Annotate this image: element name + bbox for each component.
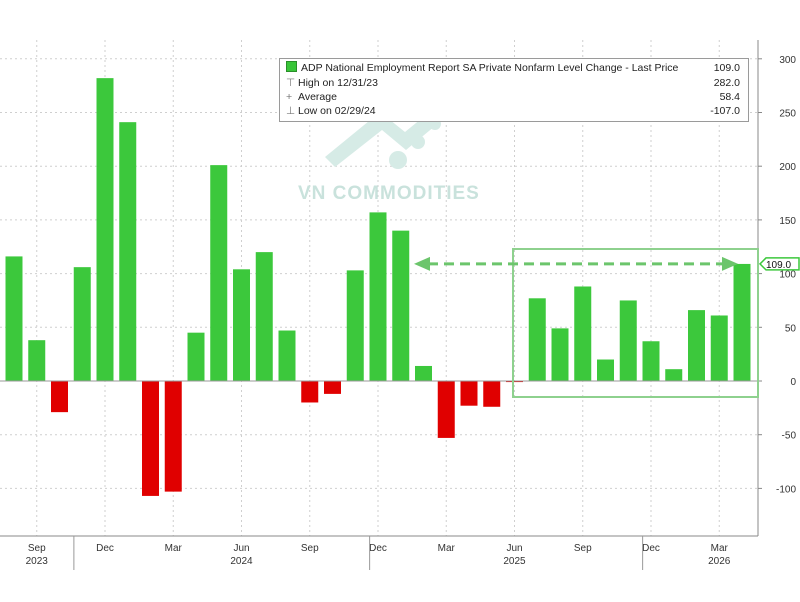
bar: [255, 252, 273, 381]
bar: [5, 256, 23, 381]
y-tick-label: 150: [779, 216, 796, 227]
year-label: 2023: [26, 556, 49, 567]
x-tick-label: Jun: [233, 543, 249, 554]
bar: [437, 381, 455, 438]
legend-row-average: + Average 58.4: [286, 90, 740, 104]
bar: [506, 381, 523, 383]
legend-row-low: ⊥ Low on 02/29/24 -107.0: [286, 104, 740, 118]
legend-high-value: 282.0: [713, 77, 740, 89]
low-marker-icon: ⊥: [286, 105, 296, 117]
bar: [73, 267, 91, 381]
x-tick-label: Sep: [28, 543, 46, 554]
bar: [710, 315, 728, 381]
x-tick-label: Dec: [369, 543, 387, 554]
bar: [597, 359, 614, 381]
arrow-head-left-icon: [414, 256, 430, 271]
bar: [369, 212, 387, 381]
bar: [28, 340, 46, 381]
chart-legend: ADP National Employment Report SA Privat…: [279, 58, 749, 122]
y-tick-label: -50: [782, 431, 797, 442]
y-tick-label: 50: [785, 323, 797, 334]
bar: [665, 369, 683, 381]
bar: [619, 300, 637, 381]
legend-swatch: [286, 61, 297, 72]
y-tick-label: 200: [779, 162, 796, 173]
bar: [96, 78, 114, 381]
x-tick-label: Sep: [301, 543, 319, 554]
legend-row-main: ADP National Employment Report SA Privat…: [286, 61, 740, 75]
y-tick-label: -100: [776, 484, 796, 495]
bar: [119, 122, 137, 381]
bar: [688, 310, 705, 381]
bar: [324, 381, 341, 394]
legend-low-value: -107.0: [710, 105, 740, 117]
average-marker-icon: +: [286, 91, 293, 103]
highlight-box: [512, 248, 759, 398]
bar: [187, 332, 205, 381]
arrow-head-right-icon: [722, 256, 738, 271]
last-price-tag: [758, 257, 800, 271]
bar: [574, 286, 592, 381]
legend-main-value: 109.0: [713, 62, 740, 74]
bar: [278, 330, 296, 381]
bar: [210, 165, 228, 381]
y-tick-label: 300: [779, 55, 796, 66]
legend-avg-label: Average: [298, 91, 337, 103]
high-marker-icon: ⊤: [286, 77, 296, 89]
last-price-label: 109.0: [766, 260, 791, 271]
legend-row-high: ⊤ High on 12/31/23 282.0: [286, 76, 740, 90]
x-tick-label: Mar: [165, 543, 183, 554]
y-tick-label: 250: [779, 109, 796, 120]
x-tick-label: Mar: [711, 543, 729, 554]
bar: [528, 298, 546, 381]
x-tick-label: Dec: [96, 543, 114, 554]
legend-high-label: High on 12/31/23: [298, 77, 378, 89]
bar: [233, 269, 250, 381]
bar: [51, 381, 68, 413]
bar: [733, 263, 751, 381]
legend-avg-value: 58.4: [719, 91, 740, 103]
bar: [460, 381, 478, 406]
bar: [483, 381, 501, 407]
legend-low-label: Low on 02/29/24: [298, 105, 376, 117]
bar: [642, 341, 660, 381]
bar: [392, 230, 410, 381]
x-tick-label: Mar: [438, 543, 456, 554]
bar: [164, 381, 182, 492]
x-tick-label: Jun: [506, 543, 522, 554]
x-tick-label: Dec: [642, 543, 660, 554]
x-tick-label: Sep: [574, 543, 592, 554]
bar: [551, 328, 569, 381]
bar: [346, 270, 364, 381]
year-label: 2026: [708, 556, 731, 567]
bar: [142, 381, 159, 496]
bar: [301, 381, 319, 403]
year-label: 2025: [503, 556, 526, 567]
y-tick-label: 0: [790, 377, 796, 388]
y-tick-label: 100: [779, 270, 796, 281]
legend-main-label: ADP National Employment Report SA Privat…: [301, 62, 679, 74]
bar: [415, 365, 432, 381]
year-label: 2024: [230, 556, 253, 567]
watermark-text: VN COMMODITIES: [298, 183, 480, 204]
